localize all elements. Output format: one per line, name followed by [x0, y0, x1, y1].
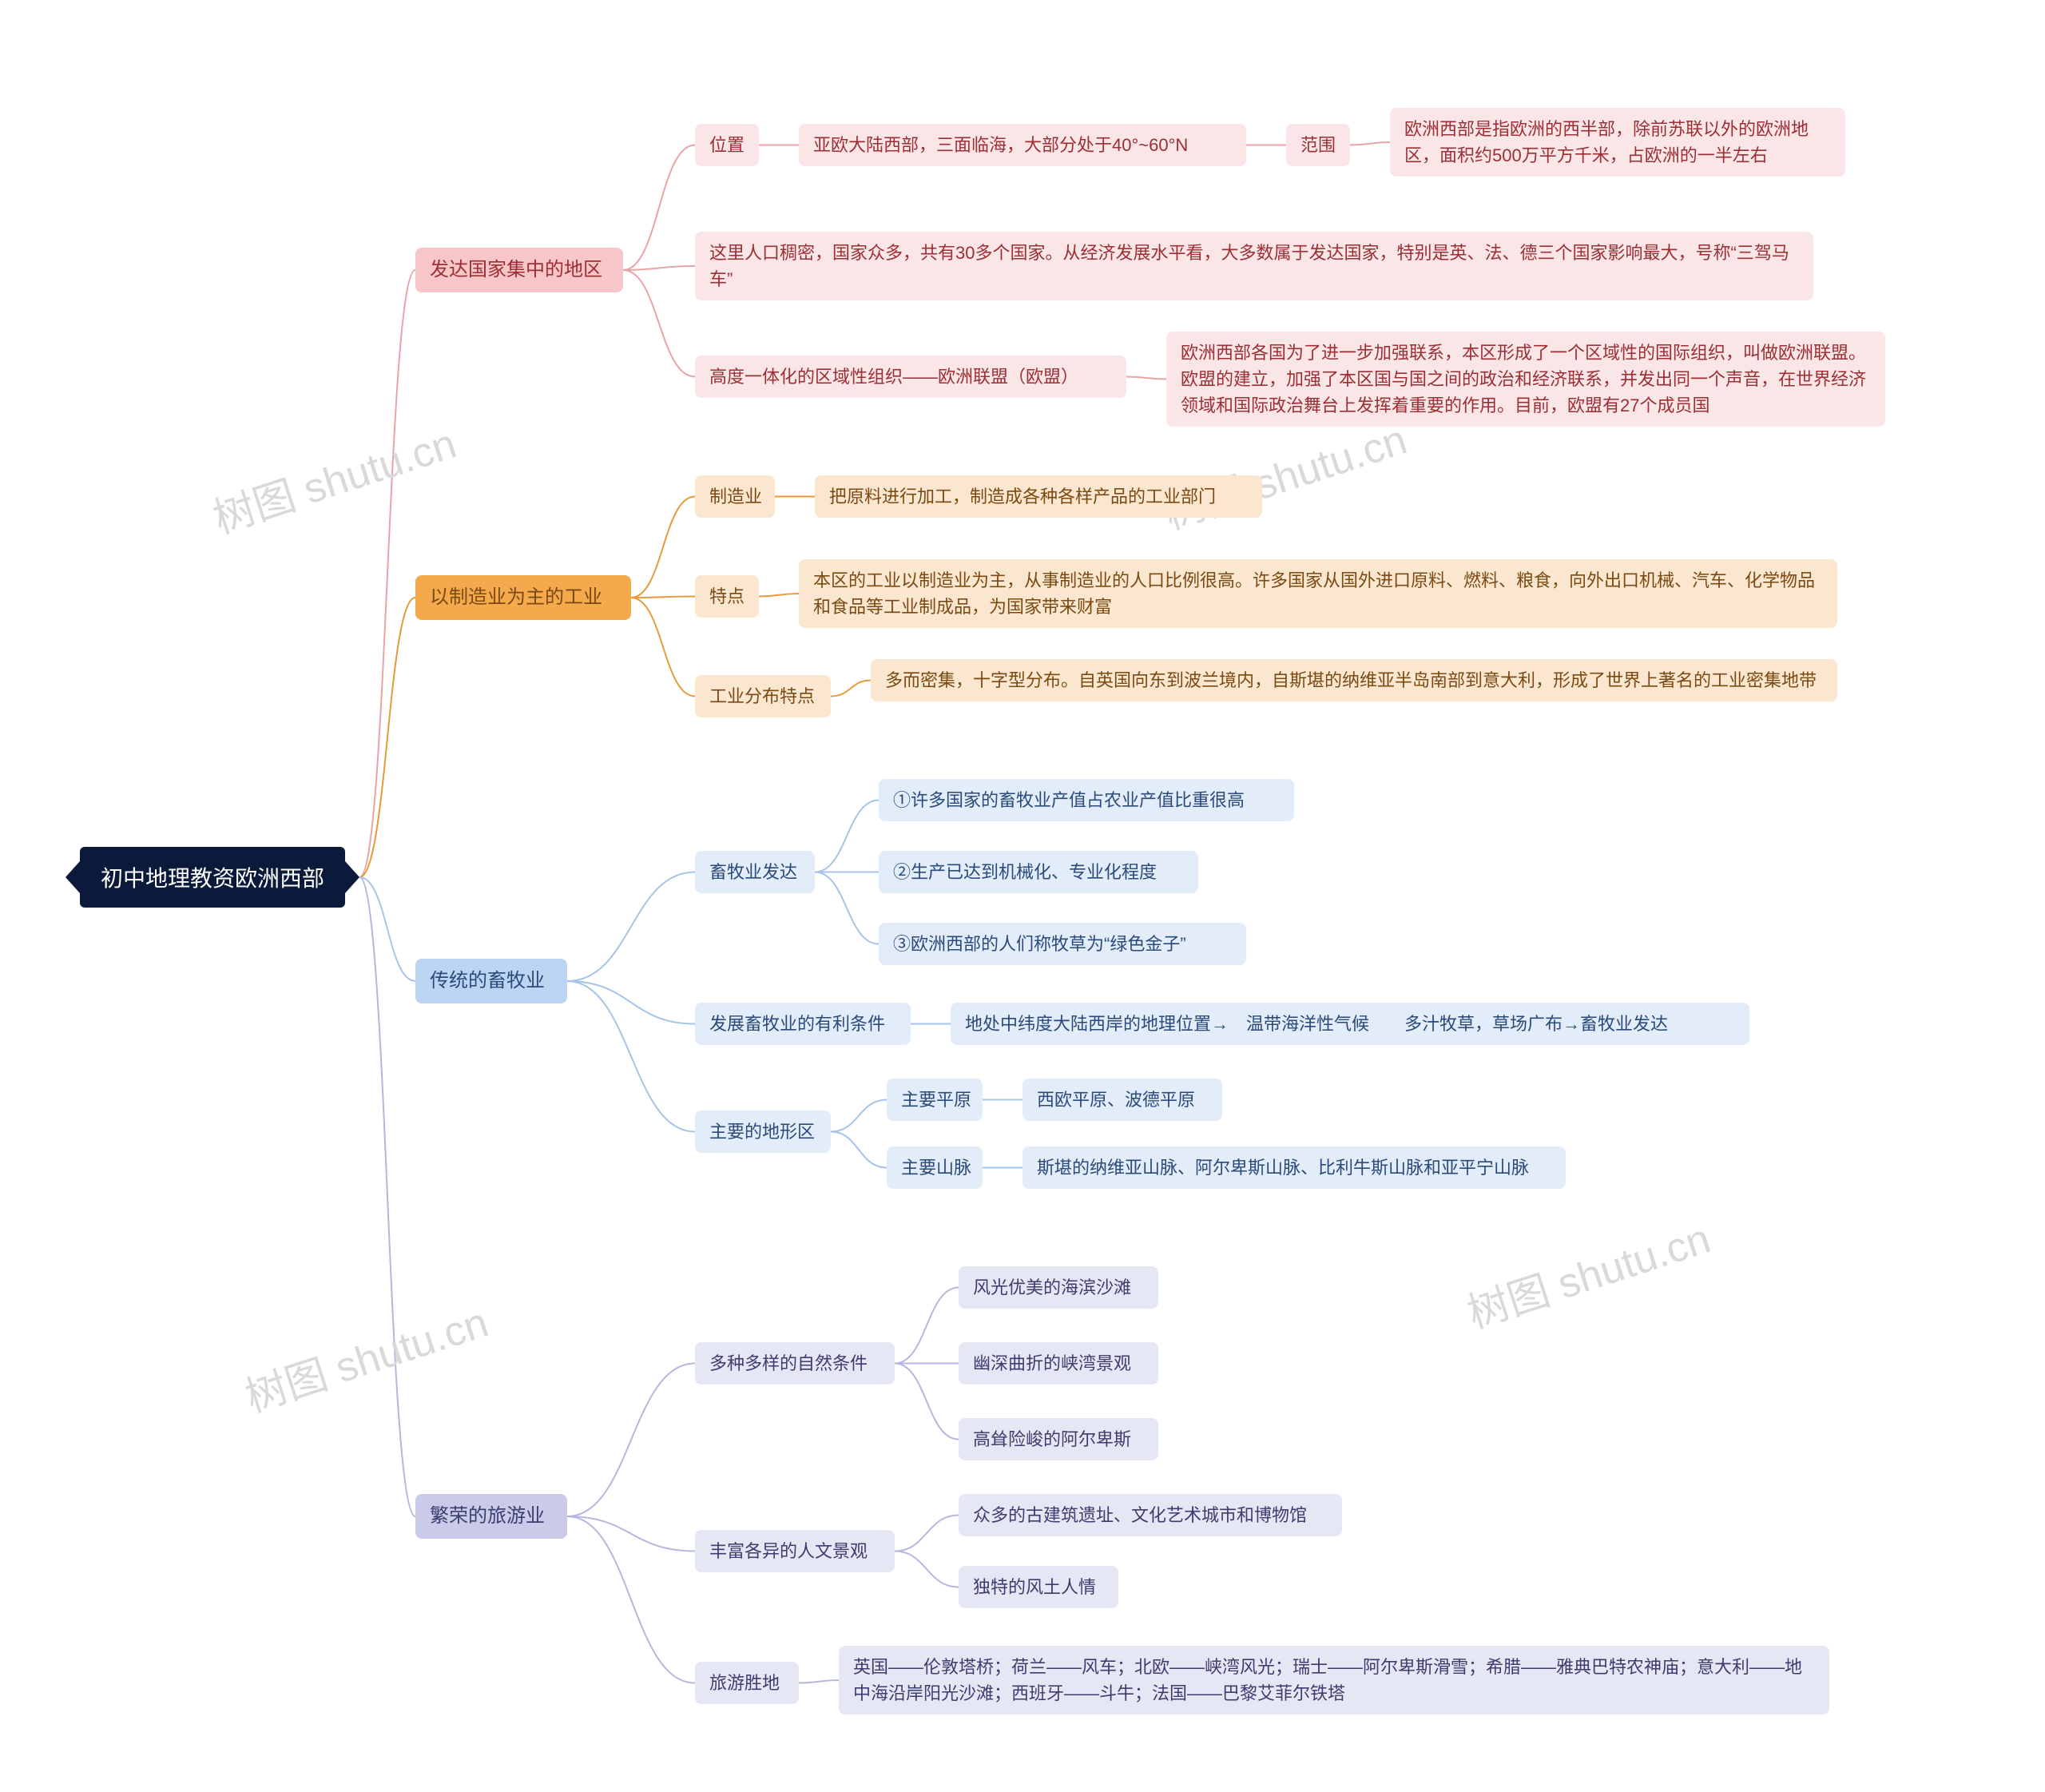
root-label: 初中地理教资欧洲西部 — [101, 861, 324, 893]
watermark: 树图 shutu.cn — [236, 1289, 494, 1424]
watermark: 树图 shutu.cn — [204, 410, 463, 545]
child-node[interactable]: 独特的风土人情 — [959, 1566, 1118, 1608]
node-label: 幽深曲折的峡湾景观 — [973, 1350, 1131, 1377]
child-node[interactable]: 畜牧业发达 — [695, 851, 815, 893]
child-node[interactable]: 风光优美的海滨沙滩 — [959, 1266, 1158, 1309]
child-node[interactable]: 主要的地形区 — [695, 1111, 831, 1153]
branch-node[interactable]: 繁荣的旅游业 — [415, 1494, 567, 1539]
child-node[interactable]: 多而密集，十字型分布。自英国向东到波兰境内，自斯堪的纳维亚半岛南部到意大利，形成… — [871, 659, 1837, 701]
branch-node[interactable]: 发达国家集中的地区 — [415, 248, 623, 292]
node-label: 地处中纬度大陆西岸的地理位置→ 温带海洋性气候 多汁牧草，草场广布→畜牧业发达 — [965, 1011, 1668, 1037]
child-node[interactable]: 特点 — [695, 575, 759, 618]
node-label: 传统的畜牧业 — [430, 967, 545, 995]
node-label: 发展畜牧业的有利条件 — [709, 1011, 885, 1037]
root-node[interactable]: 初中地理教资欧洲西部 — [80, 847, 345, 908]
node-label: ③欧洲西部的人们称牧草为“绿色金子” — [893, 931, 1186, 957]
child-node[interactable]: 多种多样的自然条件 — [695, 1342, 895, 1385]
node-label: ①许多国家的畜牧业产值占农业产值比重很高 — [893, 787, 1245, 813]
node-label: 众多的古建筑遗址、文化艺术城市和博物馆 — [973, 1502, 1307, 1528]
child-node[interactable]: 斯堪的纳维亚山脉、阿尔卑斯山脉、比利牛斯山脉和亚平宁山脉 — [1022, 1146, 1566, 1189]
node-label: 本区的工业以制造业为主，从事制造业的人口比例很高。许多国家从国外进口原料、燃料、… — [813, 567, 1823, 620]
node-label: 旅游胜地 — [709, 1670, 780, 1696]
node-label: 西欧平原、波德平原 — [1037, 1087, 1195, 1113]
branch-node[interactable]: 以制造业为主的工业 — [415, 575, 631, 620]
node-label: 发达国家集中的地区 — [430, 256, 602, 284]
node-label: 多种多样的自然条件 — [709, 1350, 868, 1377]
child-node[interactable]: ③欧洲西部的人们称牧草为“绿色金子” — [879, 923, 1246, 965]
child-node[interactable]: 西欧平原、波德平原 — [1022, 1079, 1222, 1121]
node-label: 丰富各异的人文景观 — [709, 1538, 868, 1564]
node-label: 欧洲西部是指欧洲的西半部，除前苏联以外的欧洲地区，面积约500万平方千米，占欧洲… — [1404, 116, 1831, 169]
branch-node[interactable]: 传统的畜牧业 — [415, 959, 567, 1003]
child-node[interactable]: 地处中纬度大陆西岸的地理位置→ 温带海洋性气候 多汁牧草，草场广布→畜牧业发达 — [951, 1003, 1749, 1045]
node-label: 位置 — [709, 132, 745, 158]
node-label: 多而密集，十字型分布。自英国向东到波兰境内，自斯堪的纳维亚半岛南部到意大利，形成… — [885, 667, 1817, 693]
child-node[interactable]: 丰富各异的人文景观 — [695, 1530, 895, 1572]
child-node[interactable]: 本区的工业以制造业为主，从事制造业的人口比例很高。许多国家从国外进口原料、燃料、… — [799, 559, 1837, 628]
node-label: 工业分布特点 — [709, 683, 815, 709]
node-label: 高耸险峻的阿尔卑斯 — [973, 1426, 1131, 1452]
node-label: 独特的风土人情 — [973, 1574, 1096, 1600]
child-node[interactable]: ①许多国家的畜牧业产值占农业产值比重很高 — [879, 779, 1294, 821]
node-label: 这里人口稠密，国家众多，共有30多个国家。从经济发展水平看，大多数属于发达国家，… — [709, 240, 1799, 292]
node-label: 主要平原 — [901, 1087, 971, 1113]
child-node[interactable]: 主要山脉 — [887, 1146, 983, 1189]
node-label: 欧洲西部各国为了进一步加强联系，本区形成了一个区域性的国际组织，叫做欧洲联盟。欧… — [1181, 340, 1871, 419]
child-node[interactable]: 众多的古建筑遗址、文化艺术城市和博物馆 — [959, 1494, 1342, 1536]
child-node[interactable]: 工业分布特点 — [695, 675, 831, 717]
node-label: 以制造业为主的工业 — [430, 583, 602, 612]
child-node[interactable]: 把原料进行加工，制造成各种各样产品的工业部门 — [815, 475, 1262, 518]
child-node[interactable]: 制造业 — [695, 475, 775, 518]
watermark: 树图 shutu.cn — [1459, 1205, 1717, 1340]
node-label: 斯堪的纳维亚山脉、阿尔卑斯山脉、比利牛斯山脉和亚平宁山脉 — [1037, 1154, 1529, 1181]
child-node[interactable]: 欧洲西部各国为了进一步加强联系，本区形成了一个区域性的国际组织，叫做欧洲联盟。欧… — [1166, 332, 1885, 427]
node-label: 主要的地形区 — [709, 1119, 815, 1145]
child-node[interactable]: 欧洲西部是指欧洲的西半部，除前苏联以外的欧洲地区，面积约500万平方千米，占欧洲… — [1390, 108, 1845, 177]
node-label: 高度一体化的区域性组织——欧洲联盟（欧盟） — [709, 364, 1078, 390]
node-label: 畜牧业发达 — [709, 859, 797, 885]
child-node[interactable]: 主要平原 — [887, 1079, 983, 1121]
child-node[interactable]: ②生产已达到机械化、专业化程度 — [879, 851, 1198, 893]
node-label: 范围 — [1300, 132, 1336, 158]
child-node[interactable]: 范围 — [1286, 124, 1350, 166]
node-label: 制造业 — [709, 483, 762, 510]
child-node[interactable]: 旅游胜地 — [695, 1662, 799, 1704]
node-label: 特点 — [709, 583, 745, 610]
child-node[interactable]: 位置 — [695, 124, 759, 166]
child-node[interactable]: 高度一体化的区域性组织——欧洲联盟（欧盟） — [695, 356, 1126, 398]
child-node[interactable]: 发展畜牧业的有利条件 — [695, 1003, 911, 1045]
node-label: 风光优美的海滨沙滩 — [973, 1274, 1131, 1301]
node-label: 繁荣的旅游业 — [430, 1502, 545, 1531]
child-node[interactable]: 高耸险峻的阿尔卑斯 — [959, 1418, 1158, 1460]
child-node[interactable]: 这里人口稠密，国家众多，共有30多个国家。从经济发展水平看，大多数属于发达国家，… — [695, 232, 1813, 300]
node-label: 英国——伦敦塔桥；荷兰——风车；北欧——峡湾风光；瑞士——阿尔卑斯滑雪；希腊——… — [853, 1654, 1815, 1707]
mindmap-canvas: { "root": { "label": "初中地理教资欧洲西部", "x": … — [0, 0, 2045, 1792]
node-label: 把原料进行加工，制造成各种各样产品的工业部门 — [829, 483, 1216, 510]
node-label: 主要山脉 — [901, 1154, 971, 1181]
node-label: 亚欧大陆西部，三面临海，大部分处于40°~60°N — [813, 132, 1188, 158]
child-node[interactable]: 亚欧大陆西部，三面临海，大部分处于40°~60°N — [799, 124, 1246, 166]
child-node[interactable]: 幽深曲折的峡湾景观 — [959, 1342, 1158, 1385]
node-label: ②生产已达到机械化、专业化程度 — [893, 859, 1157, 885]
child-node[interactable]: 英国——伦敦塔桥；荷兰——风车；北欧——峡湾风光；瑞士——阿尔卑斯滑雪；希腊——… — [839, 1646, 1829, 1715]
